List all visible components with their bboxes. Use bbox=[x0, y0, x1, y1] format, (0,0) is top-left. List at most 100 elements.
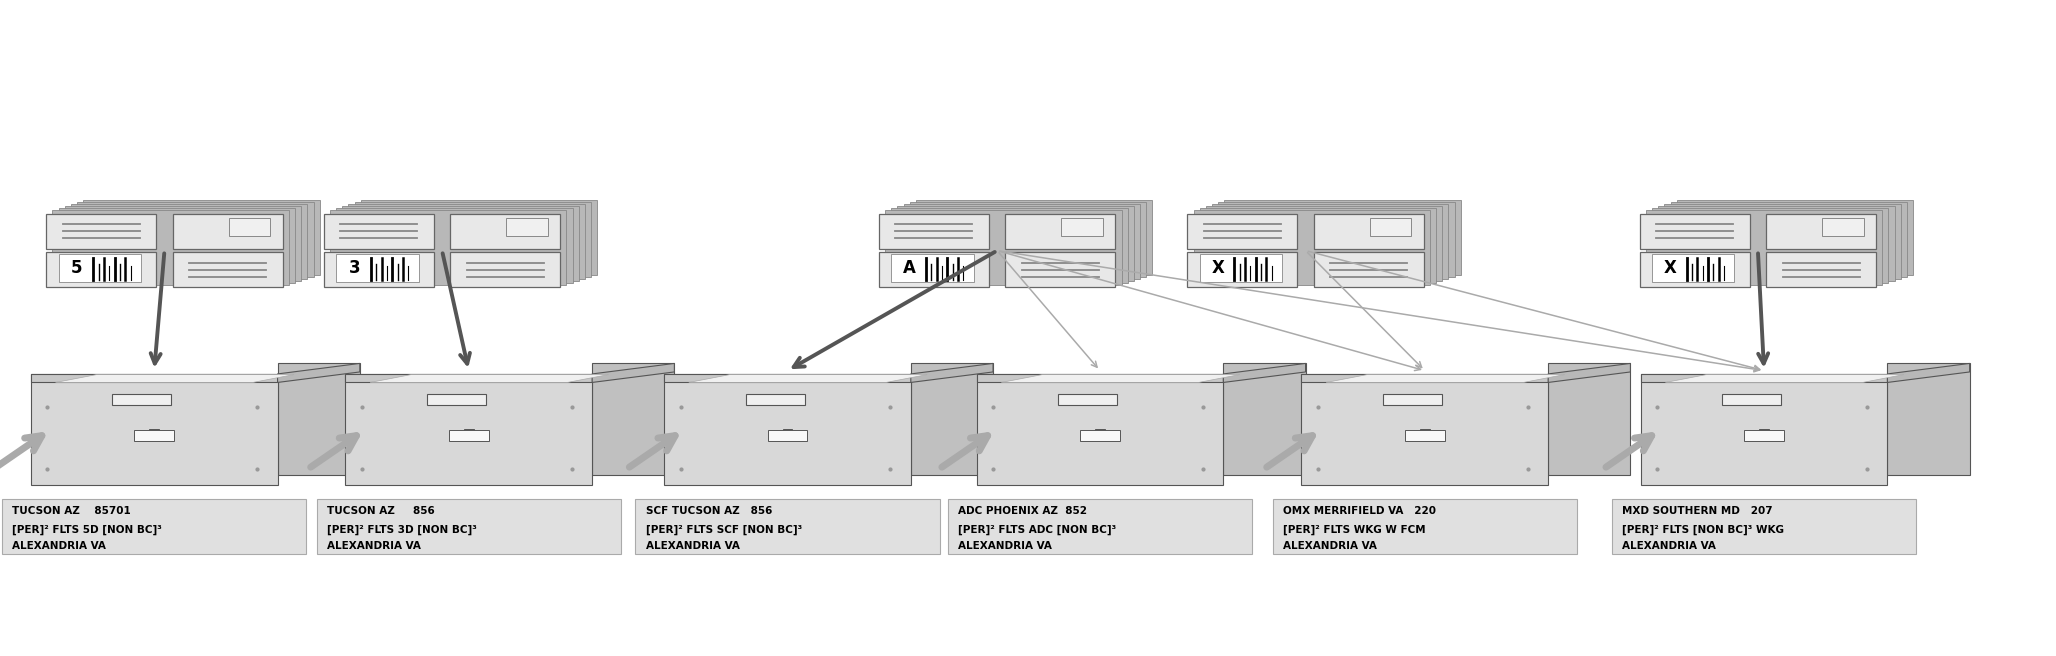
Polygon shape bbox=[1001, 375, 1240, 382]
FancyBboxPatch shape bbox=[325, 252, 434, 287]
Text: TUCSON AZ    85701: TUCSON AZ 85701 bbox=[12, 506, 132, 516]
FancyBboxPatch shape bbox=[450, 252, 559, 287]
FancyBboxPatch shape bbox=[1612, 499, 1916, 554]
FancyBboxPatch shape bbox=[1653, 254, 1735, 282]
FancyBboxPatch shape bbox=[506, 218, 547, 236]
FancyBboxPatch shape bbox=[1201, 254, 1283, 282]
FancyBboxPatch shape bbox=[150, 428, 158, 436]
FancyBboxPatch shape bbox=[1760, 428, 1768, 436]
FancyBboxPatch shape bbox=[58, 207, 296, 283]
Polygon shape bbox=[345, 374, 592, 382]
FancyBboxPatch shape bbox=[1225, 199, 1460, 276]
FancyBboxPatch shape bbox=[1061, 218, 1102, 236]
FancyBboxPatch shape bbox=[1384, 394, 1441, 405]
Polygon shape bbox=[345, 374, 592, 485]
Text: ALEXANDRIA VA: ALEXANDRIA VA bbox=[327, 541, 421, 551]
FancyBboxPatch shape bbox=[1369, 218, 1410, 236]
FancyBboxPatch shape bbox=[767, 430, 808, 441]
FancyBboxPatch shape bbox=[1213, 203, 1447, 279]
FancyBboxPatch shape bbox=[465, 428, 473, 436]
Text: ALEXANDRIA VA: ALEXANDRIA VA bbox=[958, 541, 1053, 551]
FancyBboxPatch shape bbox=[884, 210, 1123, 285]
Text: [PER]² FLTS WKG W FCM: [PER]² FLTS WKG W FCM bbox=[1283, 525, 1425, 535]
Polygon shape bbox=[1326, 375, 1565, 382]
FancyBboxPatch shape bbox=[896, 206, 1135, 281]
FancyBboxPatch shape bbox=[58, 254, 142, 282]
FancyBboxPatch shape bbox=[362, 199, 596, 276]
Polygon shape bbox=[1223, 363, 1306, 475]
Text: A: A bbox=[903, 258, 915, 277]
FancyBboxPatch shape bbox=[1404, 430, 1445, 441]
FancyBboxPatch shape bbox=[1653, 207, 1887, 283]
Text: TUCSON AZ     856: TUCSON AZ 856 bbox=[327, 506, 434, 516]
Text: 3: 3 bbox=[350, 258, 360, 277]
FancyBboxPatch shape bbox=[428, 394, 485, 405]
FancyBboxPatch shape bbox=[1723, 394, 1780, 405]
Polygon shape bbox=[1301, 374, 1548, 485]
FancyBboxPatch shape bbox=[1273, 499, 1577, 554]
FancyBboxPatch shape bbox=[329, 210, 567, 285]
Text: ALEXANDRIA VA: ALEXANDRIA VA bbox=[1283, 541, 1378, 551]
Text: [PER]² FLTS 5D [NON BC]³: [PER]² FLTS 5D [NON BC]³ bbox=[12, 525, 162, 535]
FancyBboxPatch shape bbox=[1188, 214, 1297, 249]
FancyBboxPatch shape bbox=[1665, 203, 1900, 279]
FancyBboxPatch shape bbox=[450, 214, 559, 249]
Polygon shape bbox=[31, 374, 278, 485]
Polygon shape bbox=[370, 375, 609, 382]
FancyBboxPatch shape bbox=[1766, 252, 1875, 287]
FancyBboxPatch shape bbox=[53, 210, 288, 285]
FancyBboxPatch shape bbox=[350, 203, 586, 279]
FancyBboxPatch shape bbox=[82, 199, 321, 276]
FancyBboxPatch shape bbox=[1678, 199, 1912, 276]
FancyBboxPatch shape bbox=[70, 203, 308, 279]
Text: [PER]² FLTS [NON BC]³ WKG: [PER]² FLTS [NON BC]³ WKG bbox=[1622, 525, 1785, 535]
Polygon shape bbox=[592, 363, 674, 475]
Polygon shape bbox=[1641, 374, 1887, 485]
Text: SCF TUCSON AZ   856: SCF TUCSON AZ 856 bbox=[646, 506, 771, 516]
FancyBboxPatch shape bbox=[1314, 252, 1423, 287]
Polygon shape bbox=[1548, 363, 1630, 382]
FancyBboxPatch shape bbox=[2, 499, 306, 554]
FancyBboxPatch shape bbox=[173, 252, 284, 287]
FancyBboxPatch shape bbox=[892, 254, 975, 282]
FancyBboxPatch shape bbox=[948, 499, 1252, 554]
Polygon shape bbox=[664, 374, 911, 485]
FancyBboxPatch shape bbox=[341, 206, 580, 281]
FancyBboxPatch shape bbox=[1005, 252, 1114, 287]
Polygon shape bbox=[1641, 374, 1887, 382]
Polygon shape bbox=[911, 363, 993, 382]
Polygon shape bbox=[31, 374, 278, 382]
FancyBboxPatch shape bbox=[337, 254, 419, 282]
Polygon shape bbox=[1223, 363, 1306, 382]
FancyBboxPatch shape bbox=[448, 430, 489, 441]
FancyBboxPatch shape bbox=[78, 201, 315, 277]
Text: ALEXANDRIA VA: ALEXANDRIA VA bbox=[646, 541, 740, 551]
FancyBboxPatch shape bbox=[1314, 214, 1423, 249]
Polygon shape bbox=[1887, 363, 1970, 382]
FancyBboxPatch shape bbox=[635, 499, 940, 554]
Polygon shape bbox=[592, 363, 674, 382]
FancyBboxPatch shape bbox=[880, 252, 989, 287]
Text: ALEXANDRIA VA: ALEXANDRIA VA bbox=[12, 541, 107, 551]
Text: 5: 5 bbox=[72, 258, 82, 277]
FancyBboxPatch shape bbox=[113, 394, 171, 405]
Polygon shape bbox=[1301, 374, 1548, 382]
Polygon shape bbox=[1665, 375, 1904, 382]
FancyBboxPatch shape bbox=[1005, 214, 1114, 249]
FancyBboxPatch shape bbox=[1657, 206, 1896, 281]
FancyBboxPatch shape bbox=[325, 214, 434, 249]
Text: OMX MERRIFIELD VA   220: OMX MERRIFIELD VA 220 bbox=[1283, 506, 1435, 516]
Text: ALEXANDRIA VA: ALEXANDRIA VA bbox=[1622, 541, 1717, 551]
FancyBboxPatch shape bbox=[1645, 210, 1883, 285]
FancyBboxPatch shape bbox=[880, 214, 989, 249]
FancyBboxPatch shape bbox=[909, 201, 1147, 277]
Text: [PER]² FLTS SCF [NON BC]³: [PER]² FLTS SCF [NON BC]³ bbox=[646, 525, 802, 535]
Text: ADC PHOENIX AZ  852: ADC PHOENIX AZ 852 bbox=[958, 506, 1088, 516]
Polygon shape bbox=[911, 363, 993, 475]
FancyBboxPatch shape bbox=[905, 203, 1139, 279]
FancyBboxPatch shape bbox=[66, 206, 302, 281]
Text: X: X bbox=[1663, 258, 1676, 277]
Polygon shape bbox=[1548, 363, 1630, 475]
FancyBboxPatch shape bbox=[228, 218, 271, 236]
FancyBboxPatch shape bbox=[1079, 430, 1121, 441]
